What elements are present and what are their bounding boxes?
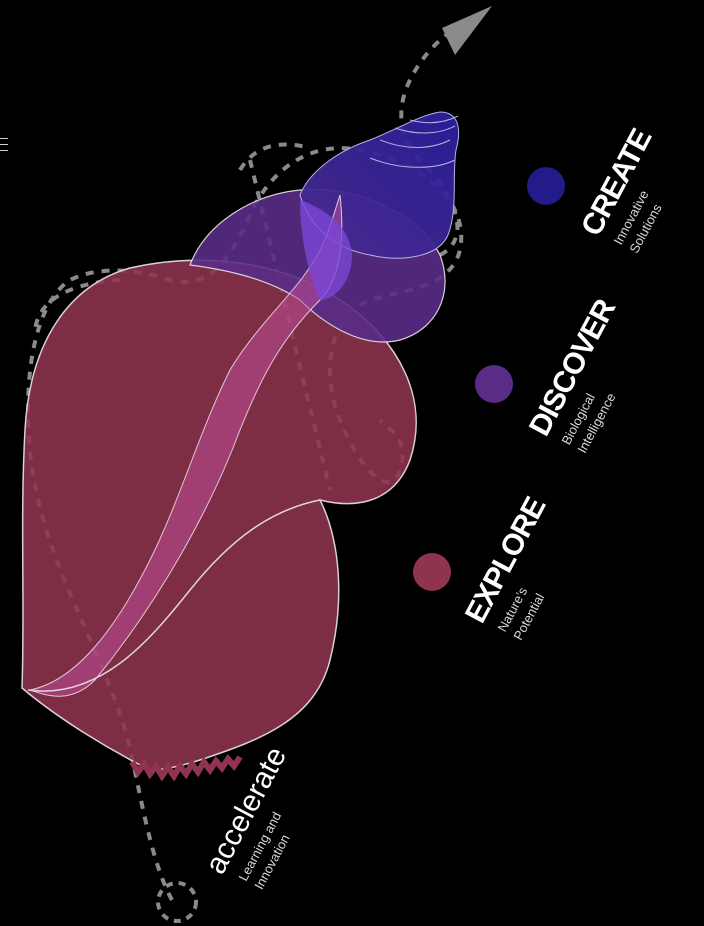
menu-lines-icon [0, 138, 8, 156]
create-label: CREATE Innovative Solutions [575, 124, 665, 255]
explore-dot [413, 553, 451, 591]
discover-dot [475, 365, 513, 403]
explore-label: EXPLORE Nature’s Potential [459, 492, 552, 642]
shell-lip [27, 499, 321, 692]
discover-label: DISCOVER Biological Intelligence [523, 293, 623, 455]
spire-ridges [369, 115, 459, 168]
growth-path-top [399, 23, 462, 257]
start-circle-icon [156, 881, 198, 923]
create-dot [527, 167, 565, 205]
arrow-head-icon [442, 6, 492, 55]
shell-serration [129, 754, 243, 782]
shell-inner-violet [300, 200, 352, 300]
growth-path-mid [33, 142, 311, 331]
